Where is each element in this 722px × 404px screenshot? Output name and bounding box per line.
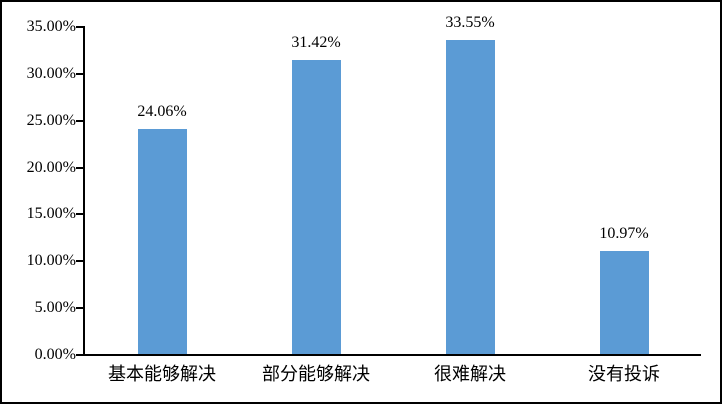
y-tick	[76, 166, 83, 169]
y-tick-label: 5.00%	[34, 299, 76, 317]
y-tick-label: 25.00%	[26, 111, 76, 129]
bar-value-label: 24.06%	[137, 102, 187, 120]
y-tick-label: 35.00%	[26, 18, 76, 35]
bar-value-label: 10.97%	[599, 225, 649, 243]
y-tick-label: 30.00%	[26, 64, 76, 82]
y-axis-line	[83, 26, 85, 356]
bar	[445, 39, 495, 354]
y-tick	[76, 26, 83, 28]
y-tick	[76, 307, 83, 310]
y-tick	[76, 260, 83, 263]
x-category-label: 没有投诉	[588, 364, 660, 384]
bar-value-label: 33.55%	[445, 13, 495, 31]
y-tick-label: 0.00%	[34, 346, 76, 363]
y-tick	[76, 354, 83, 356]
y-tick	[76, 72, 83, 75]
x-category-label: 部分能够解决	[262, 364, 370, 384]
bar	[137, 128, 187, 354]
bar-value-label: 31.42%	[291, 33, 341, 51]
bar	[599, 251, 649, 354]
y-tick-label: 15.00%	[26, 205, 76, 223]
x-category-label: 基本能够解决	[108, 364, 216, 384]
x-axis-line	[76, 354, 701, 356]
x-category-label: 很难解决	[434, 364, 506, 384]
y-tick	[76, 213, 83, 216]
y-tick-label: 20.00%	[26, 158, 76, 176]
y-tick	[76, 119, 83, 122]
bar	[291, 59, 341, 354]
y-tick-label: 10.00%	[26, 252, 76, 270]
